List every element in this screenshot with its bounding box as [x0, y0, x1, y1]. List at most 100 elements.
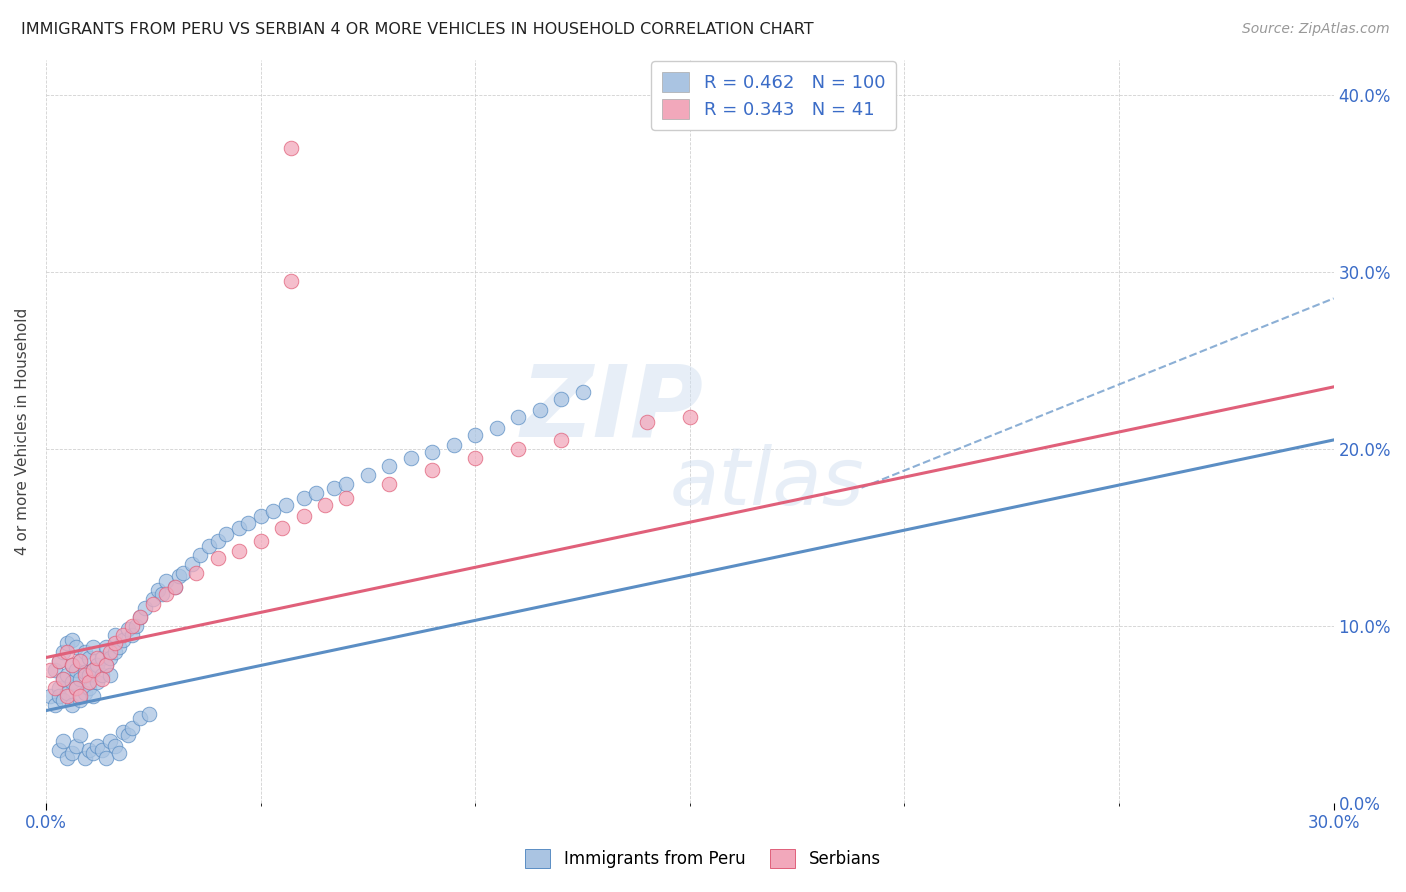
- Point: [98, 733, 121, 747]
- Point: [52, 645, 75, 659]
- Point: [155, 587, 177, 601]
- Point: [228, 544, 250, 558]
- Point: [420, 463, 443, 477]
- Point: [94, 640, 117, 654]
- Point: [82, 690, 104, 704]
- Point: [207, 551, 229, 566]
- Point: [142, 592, 165, 607]
- Point: [90, 672, 112, 686]
- Point: [129, 610, 152, 624]
- Text: atlas: atlas: [669, 444, 865, 522]
- Point: [82, 663, 104, 677]
- Point: [280, 274, 302, 288]
- Point: [104, 739, 127, 753]
- Point: [508, 409, 530, 424]
- Point: [117, 728, 139, 742]
- Y-axis label: 4 or more Vehicles in Household: 4 or more Vehicles in Household: [15, 308, 30, 555]
- Point: [60, 657, 83, 672]
- Point: [104, 627, 127, 641]
- Point: [529, 402, 551, 417]
- Point: [69, 654, 91, 668]
- Point: [69, 728, 91, 742]
- Point: [228, 521, 250, 535]
- Point: [142, 598, 165, 612]
- Point: [65, 739, 87, 753]
- Point: [48, 742, 70, 756]
- Point: [44, 663, 66, 677]
- Point: [69, 654, 91, 668]
- Point: [378, 477, 401, 491]
- Point: [98, 650, 121, 665]
- Point: [56, 645, 79, 659]
- Point: [77, 650, 100, 665]
- Point: [679, 409, 702, 424]
- Point: [60, 632, 83, 647]
- Legend: R = 0.462   N = 100, R = 0.343   N = 41: R = 0.462 N = 100, R = 0.343 N = 41: [651, 62, 896, 130]
- Point: [138, 707, 160, 722]
- Point: [39, 690, 62, 704]
- Point: [69, 690, 91, 704]
- Point: [508, 442, 530, 456]
- Point: [464, 427, 486, 442]
- Point: [104, 645, 127, 659]
- Point: [73, 751, 96, 765]
- Point: [77, 668, 100, 682]
- Point: [198, 539, 221, 553]
- Point: [129, 711, 152, 725]
- Point: [69, 672, 91, 686]
- Text: IMMIGRANTS FROM PERU VS SERBIAN 4 OR MORE VEHICLES IN HOUSEHOLD CORRELATION CHAR: IMMIGRANTS FROM PERU VS SERBIAN 4 OR MOR…: [21, 22, 814, 37]
- Point: [65, 681, 87, 695]
- Point: [207, 533, 229, 548]
- Point: [335, 491, 357, 506]
- Point: [56, 690, 79, 704]
- Point: [186, 566, 208, 580]
- Text: ZIP: ZIP: [522, 360, 704, 458]
- Point: [48, 654, 70, 668]
- Point: [420, 445, 443, 459]
- Point: [69, 693, 91, 707]
- Point: [98, 645, 121, 659]
- Point: [172, 566, 194, 580]
- Point: [104, 636, 127, 650]
- Point: [94, 657, 117, 672]
- Point: [90, 668, 112, 682]
- Point: [378, 459, 401, 474]
- Point: [98, 668, 121, 682]
- Point: [56, 636, 79, 650]
- Point: [117, 622, 139, 636]
- Point: [180, 557, 202, 571]
- Point: [292, 508, 315, 523]
- Point: [56, 751, 79, 765]
- Point: [56, 668, 79, 682]
- Point: [357, 468, 380, 483]
- Point: [82, 746, 104, 760]
- Point: [215, 526, 238, 541]
- Point: [77, 742, 100, 756]
- Point: [276, 499, 298, 513]
- Point: [292, 491, 315, 506]
- Point: [322, 481, 344, 495]
- Point: [52, 672, 75, 686]
- Point: [52, 733, 75, 747]
- Point: [86, 675, 108, 690]
- Point: [90, 742, 112, 756]
- Point: [249, 533, 271, 548]
- Point: [60, 746, 83, 760]
- Point: [134, 601, 156, 615]
- Point: [48, 690, 70, 704]
- Point: [249, 508, 271, 523]
- Point: [77, 675, 100, 690]
- Point: [94, 657, 117, 672]
- Point: [163, 580, 186, 594]
- Point: [485, 420, 508, 434]
- Point: [44, 698, 66, 713]
- Text: Source: ZipAtlas.com: Source: ZipAtlas.com: [1241, 22, 1389, 37]
- Point: [399, 450, 422, 465]
- Point: [236, 516, 259, 530]
- Point: [167, 569, 190, 583]
- Point: [571, 385, 593, 400]
- Point: [60, 698, 83, 713]
- Point: [82, 663, 104, 677]
- Point: [60, 675, 83, 690]
- Point: [550, 433, 572, 447]
